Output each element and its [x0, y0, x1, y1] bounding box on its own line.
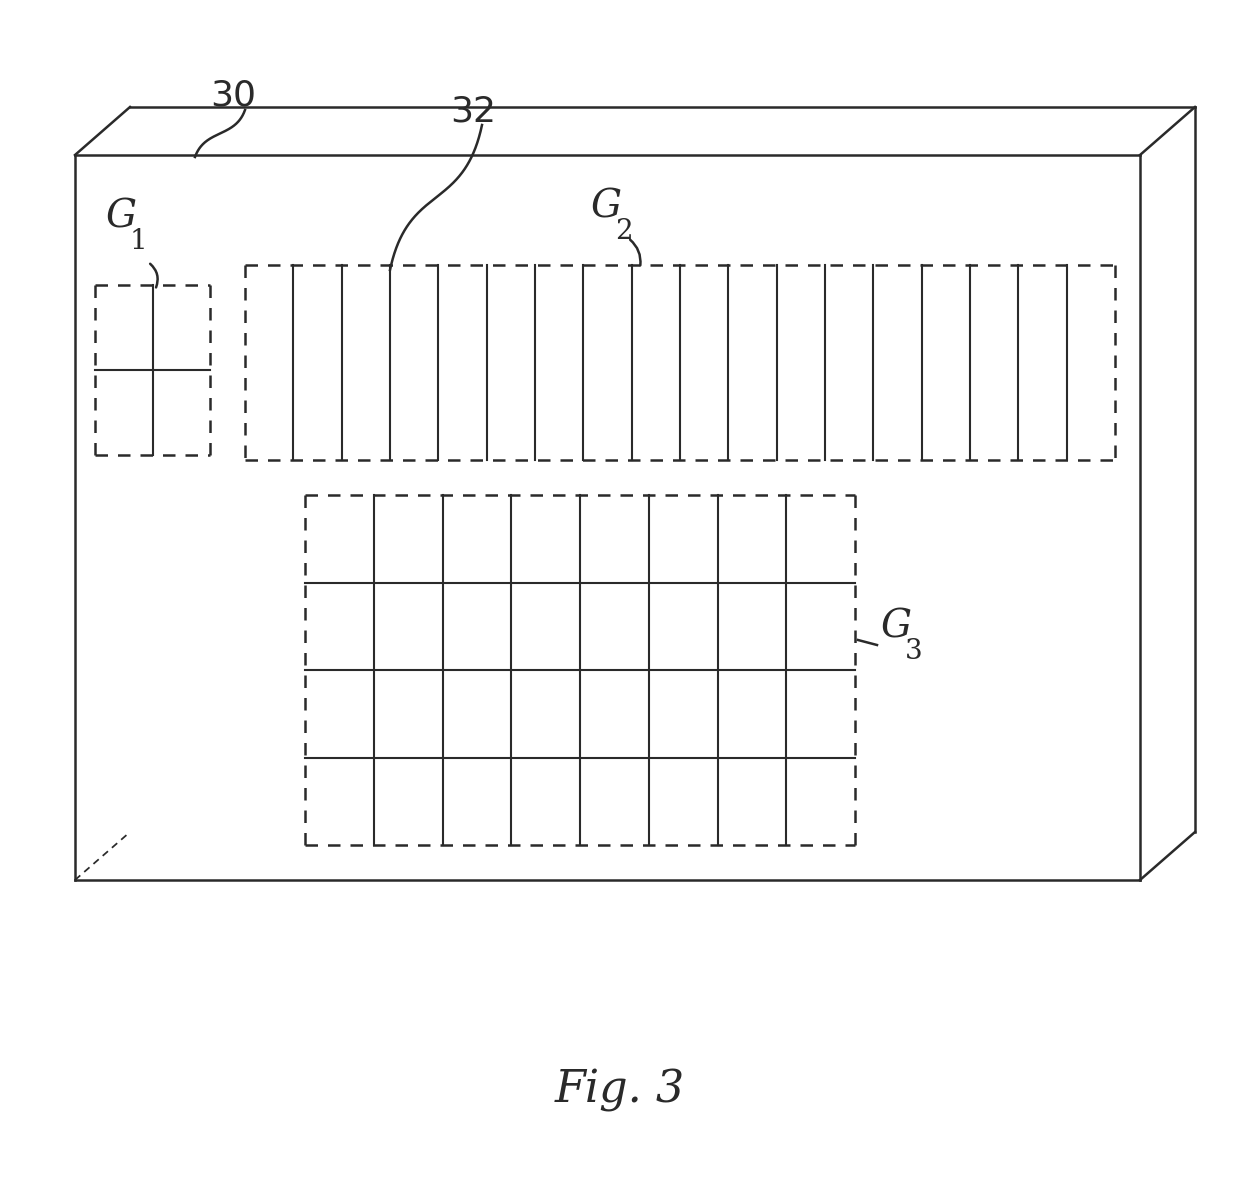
Text: 3: 3	[905, 638, 923, 665]
Text: 1: 1	[130, 228, 148, 254]
Text: 30: 30	[210, 78, 255, 112]
Text: 2: 2	[615, 218, 632, 245]
Text: G: G	[880, 608, 911, 646]
Text: Fig. 3: Fig. 3	[554, 1068, 686, 1111]
Text: G: G	[590, 188, 621, 226]
Text: G: G	[105, 198, 136, 235]
Text: 32: 32	[450, 95, 496, 128]
